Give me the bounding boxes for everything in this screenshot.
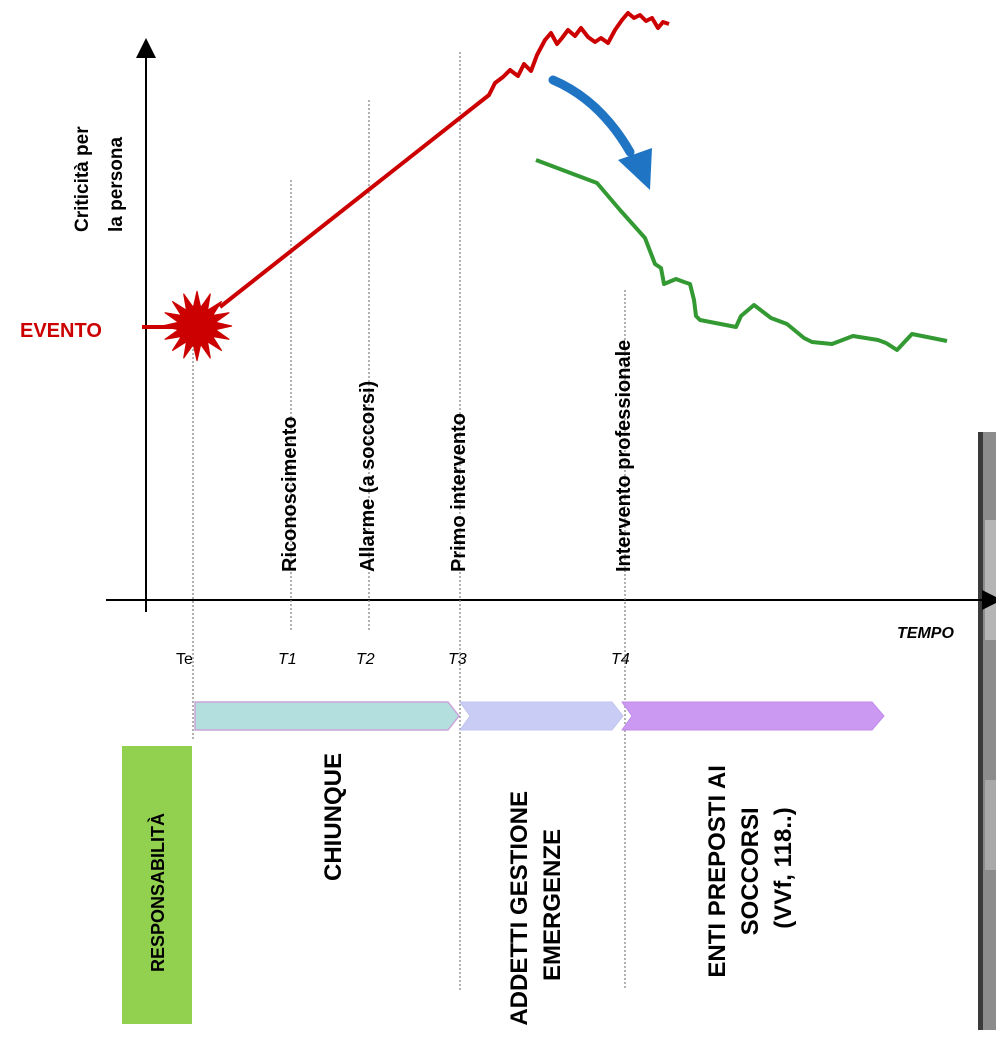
phase-label-recognition: Riconoscimento [279,416,301,572]
tick-t4: T4 [611,651,630,668]
x-axis-label: TEMPO [897,625,954,642]
tick-t1: T1 [278,651,297,668]
responsibility-header: RESPONSABILITÀ [147,813,168,972]
recovery-curve [535,158,948,352]
event-label: EVENTO [20,320,102,342]
responsibility-header-box [122,746,192,1024]
intervention-arrow [548,75,652,190]
phase-label-first-aid: Primo intervento [448,413,470,572]
tick-t2: T2 [356,651,375,668]
group-anyone: CHIUNQUE [320,753,347,881]
phase-label-professional: Intervento professionale [613,340,635,572]
group-emergency-staff: ADDETTI GESTIONE EMERGENZE [506,784,566,1025]
tick-t3: T3 [448,651,467,668]
photo-strip [978,432,996,1030]
arrow-emergency-staff [459,701,624,731]
arrow-anyone [194,701,460,731]
y-axis-label: Criticità per la persona [72,121,127,232]
tick-te: Te [176,651,193,668]
criticality-curve [142,11,670,329]
responsibility-arrows [194,701,885,731]
phase-label-alarm: Allarme (a soccorsi) [357,381,379,572]
arrow-rescue-services [621,701,885,731]
event-burst-icon [161,290,233,362]
group-rescue-services: ENTI PREPOSTI AI SOCCORSI (VVf, 118..) [704,758,797,977]
